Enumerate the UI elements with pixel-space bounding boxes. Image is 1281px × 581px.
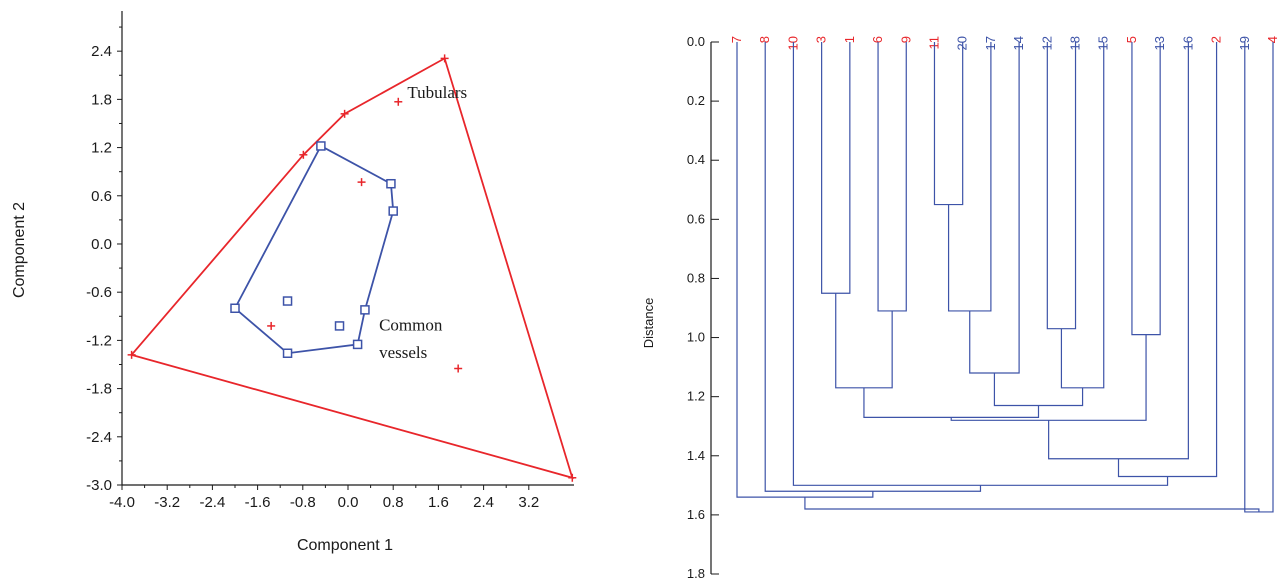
square-marker	[386, 178, 396, 189]
distance-tick-label: 0.0	[687, 34, 705, 49]
plus-marker	[394, 97, 403, 106]
y-tick-label: 1.8	[91, 91, 112, 108]
annotation-label: Tubulars	[407, 83, 467, 102]
dendrogram-link	[950, 334, 1147, 421]
leaf-label: 6	[870, 36, 885, 43]
cluster-dendrogram: 0.00.20.40.60.81.01.21.41.61.8 7 8 10 3 1 6 9 1…	[641, 34, 1280, 581]
y-tick-label: -1.8	[86, 381, 112, 398]
leaf-label: 2	[1209, 36, 1224, 43]
distance-axis-title: Distance	[641, 298, 656, 349]
square-marker	[230, 303, 240, 314]
dendrogram-link	[1244, 42, 1274, 513]
distance-tick-label: 1.6	[687, 507, 705, 522]
leaf-label: 4	[1265, 36, 1280, 43]
plus-marker	[267, 321, 276, 330]
dendrogram-link	[736, 42, 874, 498]
y-tick-label: -3.0	[86, 477, 112, 494]
scatter-hulls	[130, 57, 574, 480]
distance-tick-label: 1.0	[687, 330, 705, 345]
x-tick-label: -0.8	[290, 494, 316, 511]
distance-tick-label: 1.8	[687, 566, 705, 581]
dendrogram-link	[792, 42, 1169, 486]
y-tick-label: 0.6	[91, 188, 112, 205]
plus-marker	[454, 364, 463, 373]
plus-marker	[357, 178, 366, 187]
plus-marker	[340, 109, 349, 118]
plus-marker	[440, 54, 449, 63]
distance-tick-label: 0.4	[687, 152, 705, 167]
square-marker	[388, 206, 398, 216]
dendrogram-link	[821, 42, 851, 294]
dendrogram-link	[993, 373, 1084, 407]
x-tick-label: 3.2	[518, 494, 539, 511]
dendrogram-link	[933, 42, 964, 206]
x-axis-title: Component 1	[297, 537, 393, 554]
dendrogram-link	[804, 497, 1260, 512]
square-marker	[334, 321, 345, 331]
distance-tick-label: 0.6	[687, 211, 705, 226]
dendrogram-link	[863, 387, 1040, 418]
square-marker	[282, 348, 293, 358]
leaf-label: 3	[814, 36, 829, 43]
dendrogram-axes	[710, 41, 719, 575]
x-tick-label: -3.2	[154, 494, 180, 511]
plus-marker	[568, 473, 577, 482]
leaf-label: 7	[729, 36, 744, 43]
annotation-label: Common	[379, 316, 443, 335]
square-marker	[282, 296, 293, 306]
x-tick-label: 0.8	[383, 494, 404, 511]
scatter-tick-labels: -4.0 -3.2 -2.4 -1.6 -0.8 0.0 0.8 1.6 2.4 3.2 2.4 1.…	[86, 43, 539, 511]
x-tick-label: -4.0	[109, 494, 135, 511]
leaf-label: 9	[898, 36, 913, 43]
square-marker	[316, 141, 326, 151]
y-tick-label: -1.2	[86, 332, 112, 349]
dendrogram-link	[877, 42, 907, 312]
dendrogram-links	[736, 42, 1274, 513]
plus-marker	[299, 150, 308, 159]
y-tick-label: -2.4	[86, 429, 112, 446]
y-tick-label: 2.4	[91, 43, 112, 60]
x-tick-label: -2.4	[199, 494, 225, 511]
x-tick-label: -1.6	[245, 494, 271, 511]
dendrogram-tick-labels: 0.0 0.2 0.4 0.6 0.8 1.0 1.2 1.4 1.6 1.8	[687, 34, 705, 581]
x-tick-label: 2.4	[473, 494, 494, 511]
plus-marker	[127, 350, 136, 359]
scatter-annotations: Tubulars Common vessels	[379, 83, 467, 362]
dendrogram-link	[1046, 42, 1077, 330]
scatter-points	[127, 54, 577, 482]
distance-tick-label: 1.2	[687, 389, 705, 404]
dendrogram-leaf-labels: 7 8 10 3 1 6 9 11 20 17 14 12 18 15 5 13 16 2 19 4	[729, 36, 1280, 50]
x-tick-label: 1.6	[428, 494, 449, 511]
dendrogram-link	[1117, 42, 1218, 478]
y-tick-label: 1.2	[91, 140, 112, 157]
tubulars-hull	[130, 57, 574, 480]
y-axis-title: Component 2	[11, 202, 28, 298]
y-tick-label: 0.0	[91, 236, 112, 253]
distance-tick-label: 0.2	[687, 93, 705, 108]
dendrogram-link	[764, 42, 982, 492]
leaf-label: 1	[842, 36, 857, 43]
annotation-label: vessels	[379, 343, 427, 362]
distance-tick-label: 1.4	[687, 448, 705, 463]
square-marker	[352, 339, 363, 350]
distance-tick-label: 0.8	[687, 270, 705, 285]
x-tick-label: 0.0	[338, 494, 359, 511]
square-marker	[360, 305, 370, 315]
scatter-axes	[117, 11, 574, 490]
leaf-label: 8	[757, 36, 772, 43]
pca-scatter-plot: -4.0 -3.2 -2.4 -1.6 -0.8 0.0 0.8 1.6 2.4 3.2 2.4 1.…	[11, 11, 577, 554]
dendrogram-link	[969, 42, 1020, 374]
dendrogram-link	[1131, 42, 1161, 336]
dendrogram-link	[835, 293, 893, 389]
common-vessels-hull	[233, 144, 395, 355]
dendrogram-link	[1060, 42, 1105, 389]
dendrogram-link	[947, 42, 992, 312]
y-tick-label: -0.6	[86, 284, 112, 301]
leaf-label: 5	[1124, 36, 1139, 43]
dendrogram-link	[1048, 42, 1189, 460]
